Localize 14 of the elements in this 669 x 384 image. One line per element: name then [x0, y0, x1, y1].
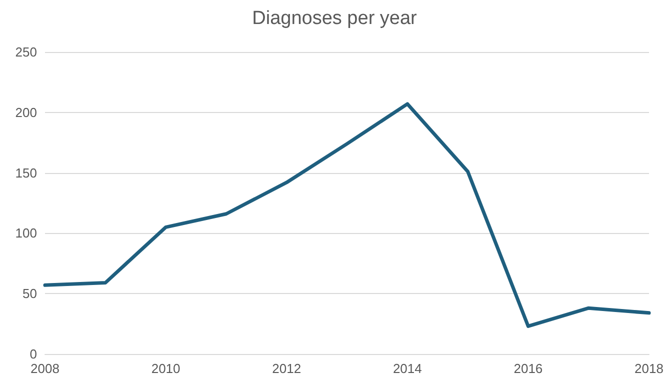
x-tick-label: 2012	[272, 361, 302, 376]
y-tick-label: 50	[22, 286, 37, 302]
y-tick-label: 200	[15, 104, 37, 120]
x-tick-label: 2014	[392, 361, 422, 376]
x-tick-label: 2016	[514, 361, 543, 376]
y-tick-label: 0	[30, 346, 37, 362]
y-tick-label: 100	[15, 226, 37, 241]
x-tick-label: 2008	[30, 361, 60, 376]
y-tick-label: 150	[15, 165, 37, 180]
x-tick-label: 2018	[634, 361, 664, 376]
y-tick-label: 250	[15, 44, 37, 60]
x-tick-label: 2010	[151, 361, 180, 376]
line-series	[43, 102, 651, 328]
chart-title: Diagnoses per year	[252, 8, 418, 29]
